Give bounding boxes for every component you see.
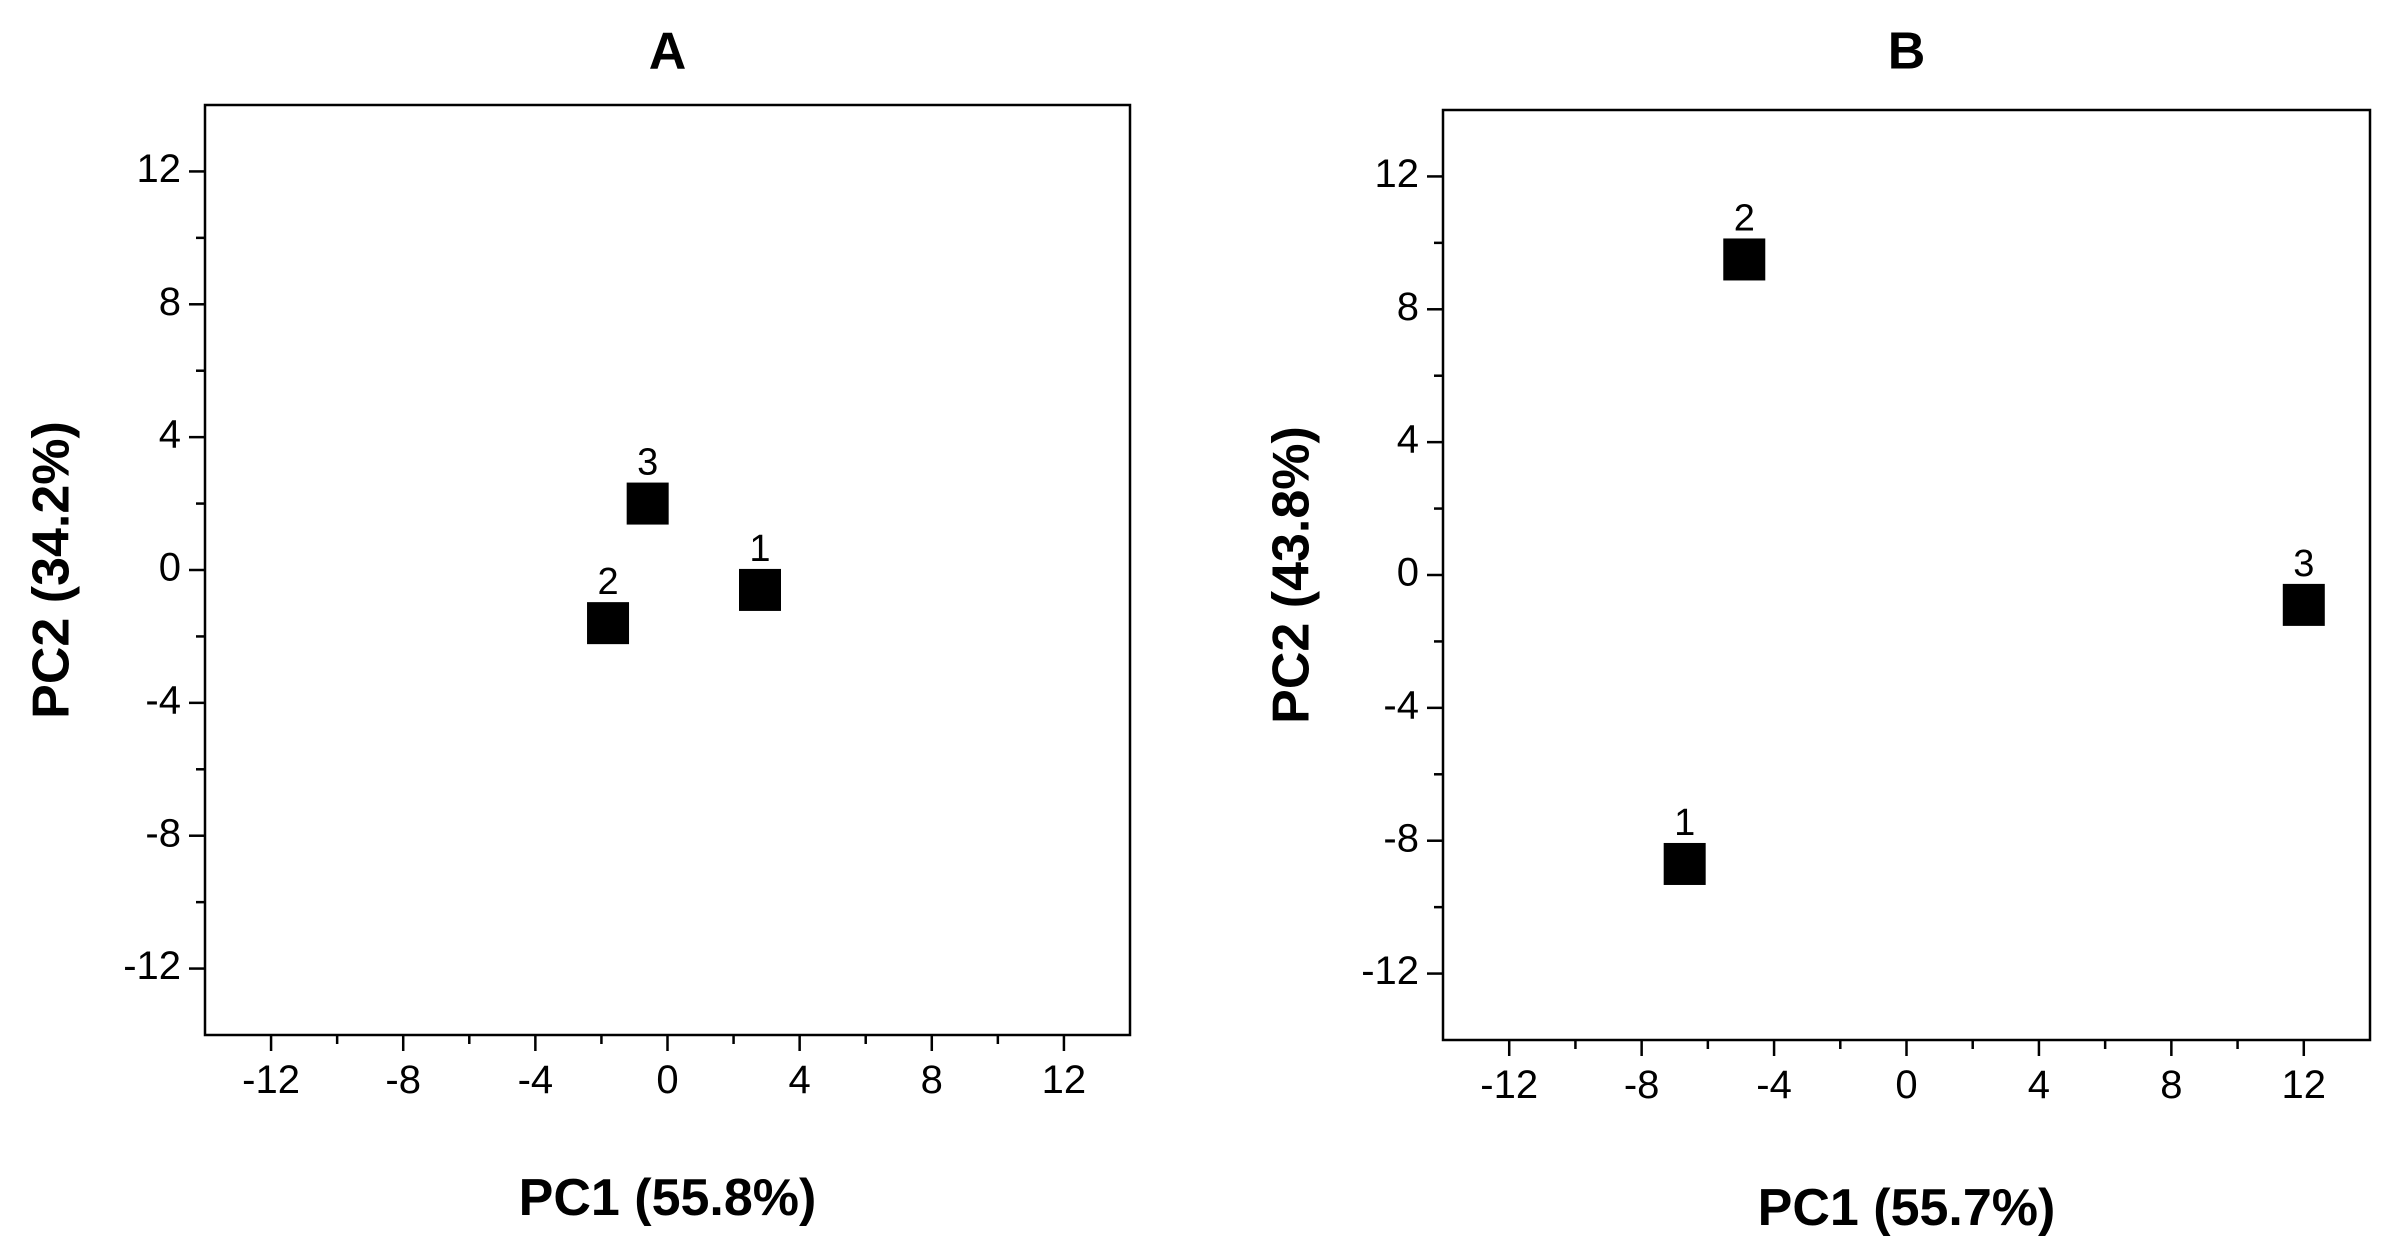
x-tick-label: -4 <box>518 1058 554 1102</box>
x-tick-label: -12 <box>1480 1063 1538 1107</box>
panel-title: A <box>649 23 687 81</box>
point-label-3: 3 <box>2293 543 2314 585</box>
y-tick-label: -12 <box>123 944 181 988</box>
point-marker-1 <box>739 568 781 611</box>
panel-title: B <box>1888 23 1926 81</box>
x-tick-label: 12 <box>2282 1063 2327 1107</box>
x-tick-label: -8 <box>1624 1063 1660 1107</box>
point-marker-3 <box>626 482 669 525</box>
y-tick-label: -8 <box>145 811 181 855</box>
plot-frame <box>203 103 1132 1037</box>
x-tick-label: 0 <box>1895 1063 1917 1107</box>
y-tick-label: -8 <box>1383 816 1419 860</box>
y-tick-label: 0 <box>1397 551 1419 595</box>
y-tick-label: -4 <box>1383 683 1419 727</box>
y-tick-label: 12 <box>1375 152 1420 196</box>
x-tick-label: 4 <box>2028 1063 2050 1107</box>
y-tick-label: -12 <box>1361 949 1419 993</box>
x-tick-label: -12 <box>242 1058 300 1102</box>
x-tick-label: 12 <box>1042 1058 1087 1102</box>
point-label-2: 2 <box>597 561 618 603</box>
x-tick-label: 8 <box>2160 1063 2182 1107</box>
x-tick-label: -4 <box>1756 1063 1792 1107</box>
y-axis-label: PC2 (43.8%) <box>1263 426 1321 724</box>
point-label-1: 1 <box>749 528 770 570</box>
point-label-3: 3 <box>637 442 658 484</box>
point-marker-2 <box>587 602 630 645</box>
x-axis-label: PC1 (55.8%) <box>519 1169 817 1227</box>
y-tick-label: 12 <box>137 147 182 191</box>
x-tick-label: 8 <box>921 1058 943 1102</box>
y-tick-label: 4 <box>1397 418 1419 462</box>
point-marker-2 <box>1723 238 1766 281</box>
point-marker-3 <box>2282 583 2325 626</box>
point-label-1: 1 <box>1674 802 1695 844</box>
y-axis-label: PC2 (34.2%) <box>23 421 81 719</box>
x-axis-label: PC1 (55.7%) <box>1758 1179 2056 1237</box>
x-tick-label: 4 <box>789 1058 811 1102</box>
y-tick-label: 8 <box>159 280 181 324</box>
y-tick-label: 8 <box>1397 285 1419 329</box>
point-marker-1 <box>1663 842 1706 885</box>
x-tick-label: -8 <box>385 1058 421 1102</box>
plot-frame <box>1441 108 2372 1042</box>
y-tick-label: 4 <box>159 413 181 457</box>
y-tick-label: -4 <box>145 678 181 722</box>
point-label-2: 2 <box>1734 197 1755 239</box>
x-tick-label: 0 <box>656 1058 678 1102</box>
y-tick-label: 0 <box>159 546 181 590</box>
